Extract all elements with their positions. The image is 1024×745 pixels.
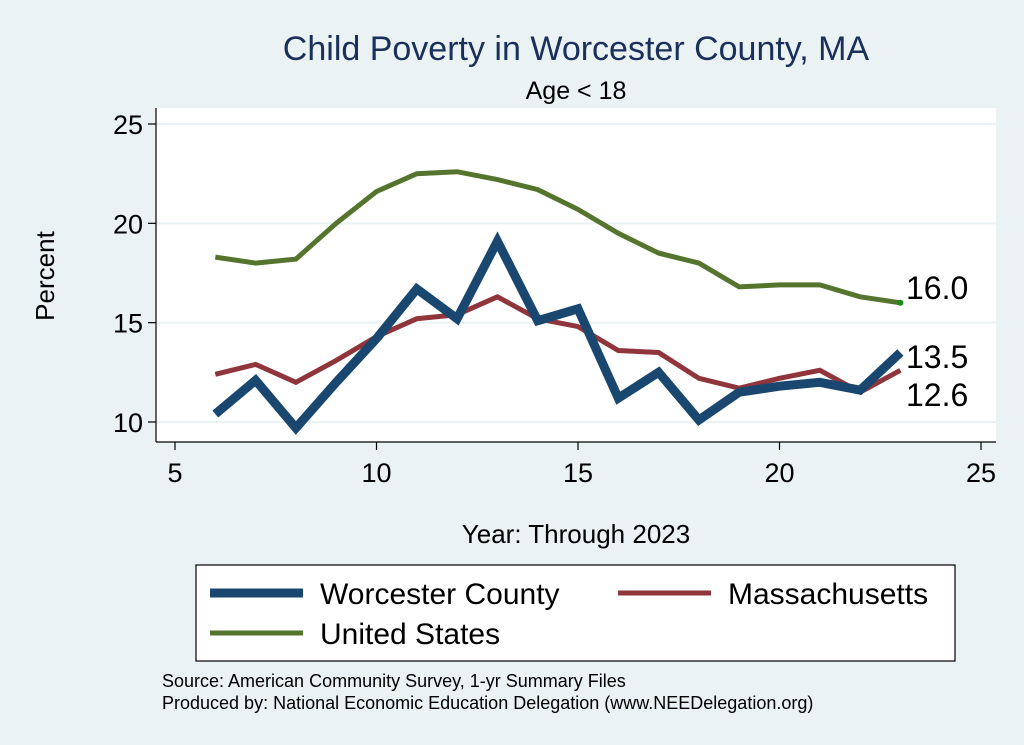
legend-label: United States: [320, 618, 500, 651]
end-labels: 16.0 13.512.6: [906, 270, 968, 413]
x-tick-label: 20: [764, 458, 794, 488]
source-note: Source: American Community Survey, 1-yr …: [162, 671, 626, 691]
x-tick-label: 10: [361, 458, 391, 488]
y-axis-title: Percent: [30, 230, 60, 320]
chart-title: Child Poverty in Worcester County, MA: [283, 30, 870, 68]
y-tick-label: 15: [113, 309, 143, 339]
endpoint-marker: [897, 299, 904, 306]
y-tick-label: 10: [113, 408, 143, 438]
legend: Worcester County Massachusetts United Stat…: [210, 578, 928, 651]
end-value-label: 13.5: [906, 339, 968, 375]
x-axis-title: Year: Through 2023: [462, 519, 690, 549]
x-tick-label: 5: [167, 458, 182, 488]
x-tick-label: 15: [563, 458, 593, 488]
plot-area: [156, 108, 996, 442]
end-value-label: 16.0: [906, 270, 968, 306]
series-line-worcester-county: [212, 231, 904, 435]
series-line-united-states: [214, 169, 901, 306]
end-value-label: 12.6: [906, 377, 968, 413]
gridlines: [156, 123, 996, 423]
axes: 10 15 20 25 5 10 15 20 25: [113, 108, 996, 488]
legend-box: [195, 564, 956, 662]
y-tick-label: 20: [113, 209, 143, 239]
chart-subtitle: Age < 18: [526, 77, 627, 105]
series-layer: [212, 169, 904, 435]
legend-label: Massachusetts: [728, 578, 928, 611]
legend-label: Worcester County: [320, 578, 560, 611]
y-tick-label: 25: [113, 110, 143, 140]
x-tick-label: 25: [966, 458, 996, 488]
series-line-massachusetts: [214, 294, 902, 396]
producer-note: Produced by: National Economic Education…: [162, 693, 813, 713]
